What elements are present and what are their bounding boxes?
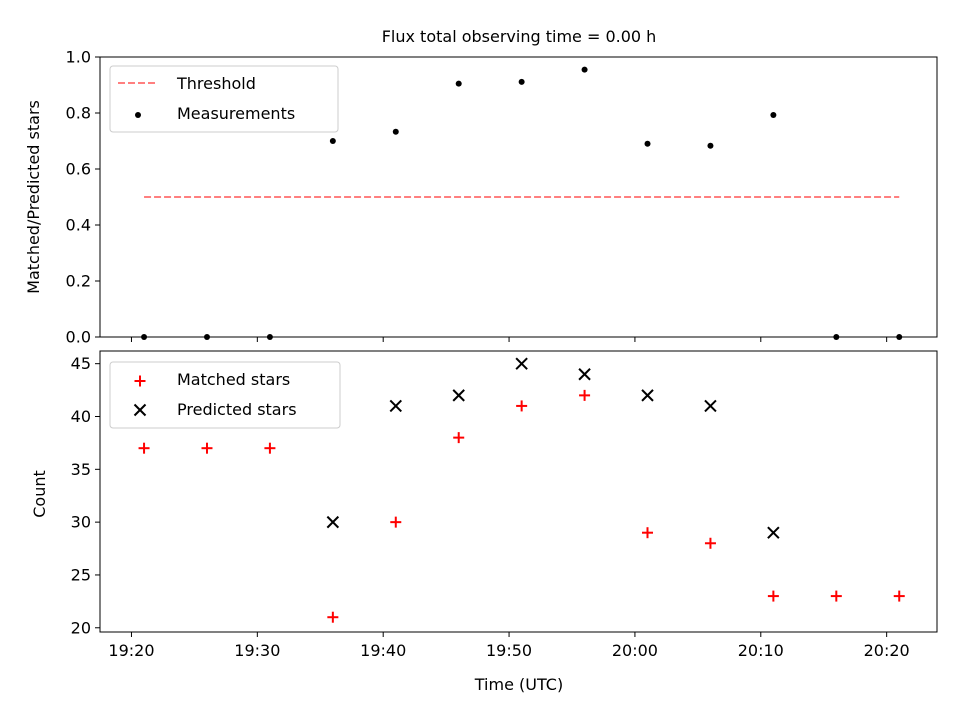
matched-star-point-5 (453, 432, 465, 444)
predicted-star-point-1 (389, 399, 402, 413)
legend-predicted-swatch (133, 403, 147, 417)
predicted-star-point-4 (578, 368, 591, 381)
predicted-star-point-2 (452, 389, 465, 402)
bottom-y-axis-label: Count (30, 470, 49, 518)
top-y-tick-label-3: 0.6 (66, 160, 91, 179)
measurement-point-1 (203, 334, 210, 340)
measurement-point-6 (518, 78, 525, 85)
predicted-star-point-6-b (704, 399, 717, 413)
bottom-y-tick-label-2: 30 (71, 513, 91, 532)
measurement-point-7 (581, 66, 588, 73)
matched-star-point-7 (579, 389, 591, 401)
predicted-star-point-6 (704, 399, 717, 413)
bottom-legend: Matched stars Predicted stars (109, 361, 341, 429)
bottom-y-tick-label-1: 25 (71, 565, 91, 584)
legend-matched-swatch (134, 375, 146, 387)
predicted-star-point-5 (641, 389, 654, 402)
matched-star-point-1 (201, 442, 213, 454)
top-legend-box (109, 65, 339, 133)
matched-star-point-3 (327, 611, 339, 623)
bottom-y-tick-label-5: 45 (71, 354, 91, 373)
measurement-point-2 (266, 334, 273, 340)
bottom-x-tick-label-6: 20:20 (864, 641, 910, 660)
matched-star-point-12 (893, 590, 905, 602)
measurement-point-10 (770, 111, 777, 118)
bottom-x-tick-label-5: 20:10 (738, 641, 784, 660)
predicted-star-point-0-b (326, 515, 340, 529)
top-y-axis-label: Matched/Predicted stars (24, 100, 43, 294)
matched-star-point-6 (516, 400, 528, 412)
top-plot-frame (99, 56, 938, 338)
bottom-y-tick-label-0: 20 (71, 618, 91, 637)
predicted-star-point-0 (326, 515, 340, 529)
predicted-star-point-4-b (578, 368, 591, 381)
measurement-point-0 (141, 334, 148, 340)
legend-matched-label: Matched stars (177, 370, 290, 389)
predicted-star-point-7-b (767, 526, 780, 539)
measurement-point-12 (896, 334, 903, 340)
matched-star-point-8 (642, 527, 654, 539)
predicted-star-point-2-b (452, 389, 465, 402)
top-panel: 0.0 0.2 0.4 0.6 0.8 1.0 Threshold Measurements (66, 48, 938, 347)
predicted-star-point-7 (767, 526, 780, 539)
legend-predicted-swatch-b (133, 403, 147, 417)
bottom-y-tick-label-4: 40 (71, 407, 91, 426)
legend-measurements-label: Measurements (177, 104, 295, 123)
matched-star-point-10 (767, 590, 779, 602)
matched-star-point-9 (704, 537, 716, 549)
legend-threshold-label: Threshold (176, 74, 256, 93)
matched-star-point-0 (138, 442, 150, 454)
measurement-point-9 (707, 142, 714, 149)
bottom-x-tick-label-2: 19:40 (360, 641, 406, 660)
bottom-panel: 20 25 30 35 40 45 19:20 19:30 19:40 19:50 20:00 20:… (71, 350, 938, 660)
top-y-tick-label-4: 0.8 (66, 104, 91, 123)
top-legend: Threshold Measurements (109, 65, 339, 133)
matched-star-point-11 (830, 590, 842, 602)
bottom-x-tick-label-4: 20:00 (612, 641, 658, 660)
top-y-tick-label-5: 1.0 (66, 48, 91, 67)
chart-title: Flux total observing time = 0.00 h (382, 27, 657, 46)
predicted-star-point-1-b (389, 399, 402, 413)
measurement-point-4 (392, 128, 399, 135)
predicted-star-point-3 (515, 357, 528, 370)
legend-measurements-swatch (135, 112, 141, 118)
top-y-tick-label-2: 0.4 (66, 216, 91, 235)
matched-star-point-2 (264, 442, 276, 454)
measurement-point-11 (833, 334, 840, 340)
matched-star-point-4 (390, 516, 402, 528)
x-axis-label: Time (UTC) (474, 675, 563, 694)
bottom-x-tick-label-3: 19:50 (486, 641, 532, 660)
bottom-x-tick-label-0: 19:20 (108, 641, 154, 660)
top-y-tick-label-0: 0.0 (66, 328, 91, 347)
legend-predicted-label: Predicted stars (177, 400, 297, 419)
bottom-plot-frame (99, 350, 938, 633)
top-y-tick-label-1: 0.2 (66, 272, 91, 291)
bottom-y-tick-label-3: 35 (71, 460, 91, 479)
measurement-point-8 (644, 140, 651, 147)
bottom-x-tick-label-1: 19:30 (234, 641, 280, 660)
bottom-legend-box (109, 361, 341, 429)
measurement-point-5 (455, 80, 462, 87)
predicted-star-point-5-b (641, 389, 654, 402)
predicted-star-point-3-b (515, 357, 528, 370)
measurement-point-3 (329, 138, 336, 144)
